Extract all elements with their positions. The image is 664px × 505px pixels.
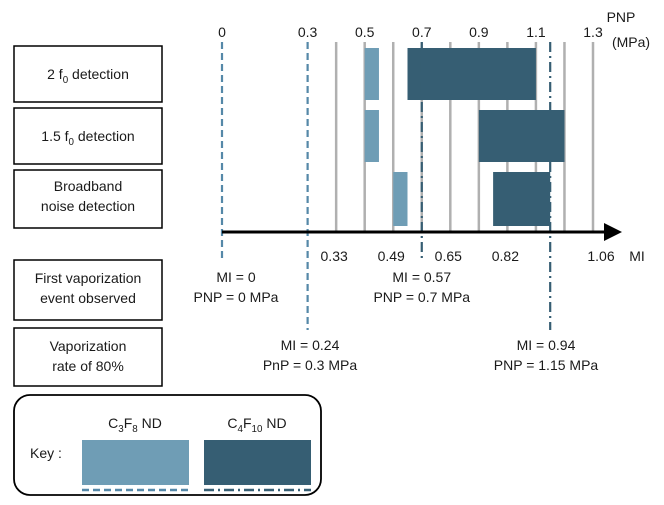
- mi-tick-label: 0.49: [378, 248, 405, 264]
- annotation-mi: MI = 0.57: [392, 269, 451, 285]
- row-label: 1.5 f0 detection: [41, 128, 134, 148]
- c3f8-range-bar: [364, 110, 379, 162]
- pnp-tick-label: 0.7: [412, 24, 432, 40]
- annotation-pnp: PNP = 1.15 MPa: [494, 357, 599, 373]
- reference-lines: [220, 42, 552, 330]
- label-text: C: [227, 415, 237, 431]
- lower-label-box: [13, 259, 163, 321]
- row-label-box: [13, 107, 163, 165]
- label-text: 1.5 f: [41, 128, 68, 144]
- pnp-tick-label: 0.5: [355, 24, 375, 40]
- pnp-axis-title: PNP: [607, 9, 636, 25]
- mi-tick-label: 0.65: [435, 248, 462, 264]
- lower-row-label: Vaporization: [50, 338, 127, 354]
- annotation-pnp: PNP = 0.7 MPa: [373, 289, 470, 305]
- subscript-text: 8: [132, 424, 138, 435]
- row-label-box: [13, 169, 163, 229]
- mi-axis-title: MI: [629, 248, 645, 264]
- label-text: 2 f: [47, 66, 63, 82]
- label-text: C: [108, 415, 118, 431]
- annotation-mi: MI = 0: [216, 269, 256, 285]
- annotation-pnp: PNP = 0 MPa: [194, 289, 279, 305]
- c3f8-range-bar: [364, 48, 379, 100]
- range-bars: [364, 48, 565, 226]
- pnp-tick-label: 0: [218, 24, 226, 40]
- c4f10-legend-swatch: [204, 440, 311, 485]
- lower-label-box: [13, 327, 163, 387]
- mi-tick-label: 0.33: [321, 248, 348, 264]
- subscript-text: 0: [63, 75, 69, 86]
- label-text: detection: [74, 128, 135, 144]
- annotation-mi: MI = 0.94: [517, 337, 576, 353]
- mi-tick-label: 1.06: [587, 248, 614, 264]
- row-label: 2 f0 detection: [47, 66, 129, 86]
- mi-tick-label: 0.82: [492, 248, 519, 264]
- mi-axis: MI: [222, 223, 645, 264]
- pnp-tick-label: 1.3: [583, 24, 603, 40]
- lower-row-label: event observed: [40, 290, 136, 306]
- pnp-axis-unit: (MPa): [612, 34, 650, 50]
- c3f8-legend-label: C3F8 ND: [108, 415, 162, 435]
- pnp-tick-label: 1.1: [526, 24, 546, 40]
- pnp-tick-label: 0.3: [298, 24, 318, 40]
- row-label: noise detection: [41, 198, 135, 214]
- subscript-text: 10: [252, 424, 263, 435]
- legend-key-label: Key :: [30, 445, 62, 461]
- pnp-tick-label: 0.9: [469, 24, 489, 40]
- subscript-text: 4: [238, 424, 244, 435]
- c4f10-range-bar: [493, 172, 551, 226]
- label-text: F: [124, 415, 133, 431]
- legend: Key :C3F8 ND C4F10 ND: [13, 394, 322, 496]
- c3f8-legend-swatch: [82, 440, 189, 485]
- subscript-text: 3: [118, 424, 124, 435]
- label-text: detection: [68, 66, 129, 82]
- c4f10-range-bar: [478, 110, 565, 162]
- label-text: ND: [262, 415, 286, 431]
- annotation-pnp: PnP = 0.3 MPa: [263, 357, 358, 373]
- label-text: ND: [138, 415, 162, 431]
- annotation-mi: MI = 0.24: [281, 337, 340, 353]
- row-label: Broadband: [54, 178, 123, 194]
- c3f8-range-bar: [393, 172, 408, 226]
- mi-axis-arrowhead: [604, 223, 622, 241]
- lower-row-label: First vaporization: [35, 270, 142, 286]
- c4f10-range-bar: [407, 48, 536, 100]
- row-label-box: [13, 45, 163, 103]
- c4f10-legend-label: C4F10 ND: [227, 415, 286, 435]
- annotations: MI = 0 PNP = 0 MPa MI = 0.57 PNP = 0.7 MPa M…: [194, 269, 599, 373]
- subscript-text: 0: [69, 137, 75, 148]
- lower-row-label: rate of 80%: [52, 358, 124, 374]
- label-text: F: [243, 415, 252, 431]
